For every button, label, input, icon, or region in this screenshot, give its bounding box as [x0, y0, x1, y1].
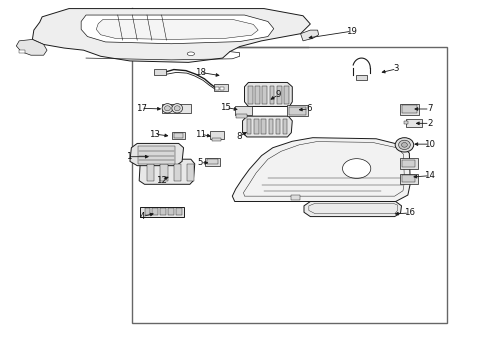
Bar [138, 146, 174, 164]
Bar [176, 208, 181, 215]
Bar [406, 119, 421, 127]
Bar [160, 208, 165, 215]
Ellipse shape [401, 143, 407, 147]
Bar [283, 120, 287, 134]
Bar [173, 163, 181, 181]
Text: 18: 18 [195, 68, 206, 77]
Bar [276, 86, 281, 104]
Bar [268, 120, 272, 134]
Text: 13: 13 [149, 130, 160, 139]
Bar [401, 105, 416, 113]
Bar [147, 163, 154, 181]
Polygon shape [232, 138, 409, 202]
Text: 14: 14 [424, 171, 434, 180]
Bar [173, 134, 182, 138]
Bar [207, 159, 218, 164]
Text: 17: 17 [135, 104, 146, 113]
Text: 6: 6 [305, 104, 311, 113]
Bar [19, 50, 25, 53]
Polygon shape [300, 30, 318, 41]
Ellipse shape [342, 159, 370, 179]
Bar [144, 208, 150, 215]
Bar [254, 120, 258, 134]
Bar [355, 75, 366, 80]
Text: 4: 4 [139, 212, 144, 221]
Bar [399, 104, 418, 115]
Bar [262, 86, 266, 104]
Bar [255, 86, 260, 104]
Polygon shape [242, 116, 292, 137]
Ellipse shape [171, 104, 182, 113]
Text: 3: 3 [393, 64, 399, 73]
Bar [215, 87, 219, 90]
Bar [401, 175, 414, 182]
Polygon shape [96, 19, 258, 40]
Bar [140, 207, 183, 217]
Bar [161, 104, 190, 113]
Bar [246, 120, 251, 134]
Polygon shape [304, 202, 401, 217]
Bar [220, 87, 224, 90]
Text: 19: 19 [346, 27, 356, 36]
Ellipse shape [394, 138, 413, 152]
Text: 12: 12 [156, 176, 167, 185]
Bar [152, 208, 158, 215]
Bar [214, 84, 227, 91]
Polygon shape [139, 159, 194, 184]
Bar [160, 163, 167, 181]
Bar [401, 160, 414, 167]
Polygon shape [130, 143, 183, 166]
Ellipse shape [187, 52, 194, 55]
Bar [247, 86, 252, 104]
Polygon shape [81, 15, 273, 44]
Bar [172, 132, 184, 139]
Ellipse shape [398, 140, 409, 149]
Bar [234, 107, 251, 116]
Ellipse shape [164, 106, 170, 111]
Text: 8: 8 [235, 132, 241, 141]
Text: 16: 16 [403, 208, 414, 217]
Text: 1: 1 [125, 152, 131, 161]
Text: 2: 2 [426, 119, 432, 128]
Text: 15: 15 [220, 103, 231, 112]
Text: 10: 10 [424, 140, 434, 149]
Bar [261, 120, 265, 134]
Bar [399, 158, 417, 168]
Polygon shape [16, 40, 47, 55]
Bar [210, 131, 224, 139]
Bar [186, 163, 194, 181]
Bar [236, 114, 246, 118]
Ellipse shape [174, 106, 180, 111]
Text: 7: 7 [426, 104, 432, 113]
Bar [269, 86, 274, 104]
Bar [275, 120, 280, 134]
Polygon shape [32, 9, 310, 62]
Bar [289, 107, 305, 115]
Ellipse shape [162, 104, 172, 113]
Bar [287, 105, 307, 116]
Bar [168, 208, 173, 215]
Bar [205, 158, 220, 166]
Text: 5: 5 [198, 158, 203, 167]
Bar [154, 69, 166, 75]
Bar [284, 86, 288, 104]
Bar [404, 121, 407, 125]
Bar [211, 138, 220, 141]
Bar [132, 47, 446, 323]
Bar [399, 174, 417, 184]
Polygon shape [244, 82, 292, 107]
Bar [290, 195, 299, 200]
Text: 11: 11 [195, 130, 206, 139]
Text: 9: 9 [275, 90, 281, 99]
